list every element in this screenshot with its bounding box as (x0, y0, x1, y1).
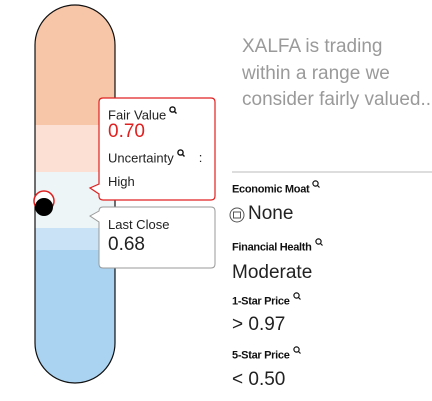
metric-label: Financial Health (232, 238, 323, 254)
last-close: 0.68 (108, 234, 145, 255)
label: Fair Value (108, 107, 167, 123)
metric-value: None (248, 203, 294, 224)
label: 5-Star Price (232, 349, 290, 362)
uncertainty: High (108, 174, 135, 189)
moat-icon (229, 207, 245, 223)
label: Uncertainty (108, 150, 174, 166)
last-close-marker (35, 198, 53, 216)
fair-value-label: Fair Value (108, 106, 178, 123)
last-close-box (89, 206, 216, 269)
separator: : (198, 150, 203, 166)
summary: XALFA is trading within a range we consi… (242, 36, 432, 110)
info-icon (312, 180, 321, 188)
label: Financial Health (232, 241, 312, 254)
last-close-label: Last Close (108, 217, 170, 232)
fair-value: 0.70 (108, 121, 145, 142)
metric-label: 5-Star Price (232, 346, 301, 362)
fair-value-box (88, 97, 216, 201)
uncertainty-label: Uncertainty: (108, 149, 202, 165)
info-icon (292, 292, 301, 300)
info-icon (169, 106, 178, 114)
info-icon (292, 346, 301, 354)
info-icon (314, 238, 323, 246)
label: Economic Moat (232, 183, 310, 196)
info-icon (176, 149, 185, 157)
metric-value: < 0.50 (232, 369, 286, 390)
label: 1-Star Price (232, 295, 290, 308)
metric-label: 1-Star Price (232, 292, 301, 308)
metric-value: > 0.97 (232, 314, 286, 335)
metric-value: Moderate (232, 262, 313, 283)
metric-label: Economic Moat (232, 180, 321, 196)
